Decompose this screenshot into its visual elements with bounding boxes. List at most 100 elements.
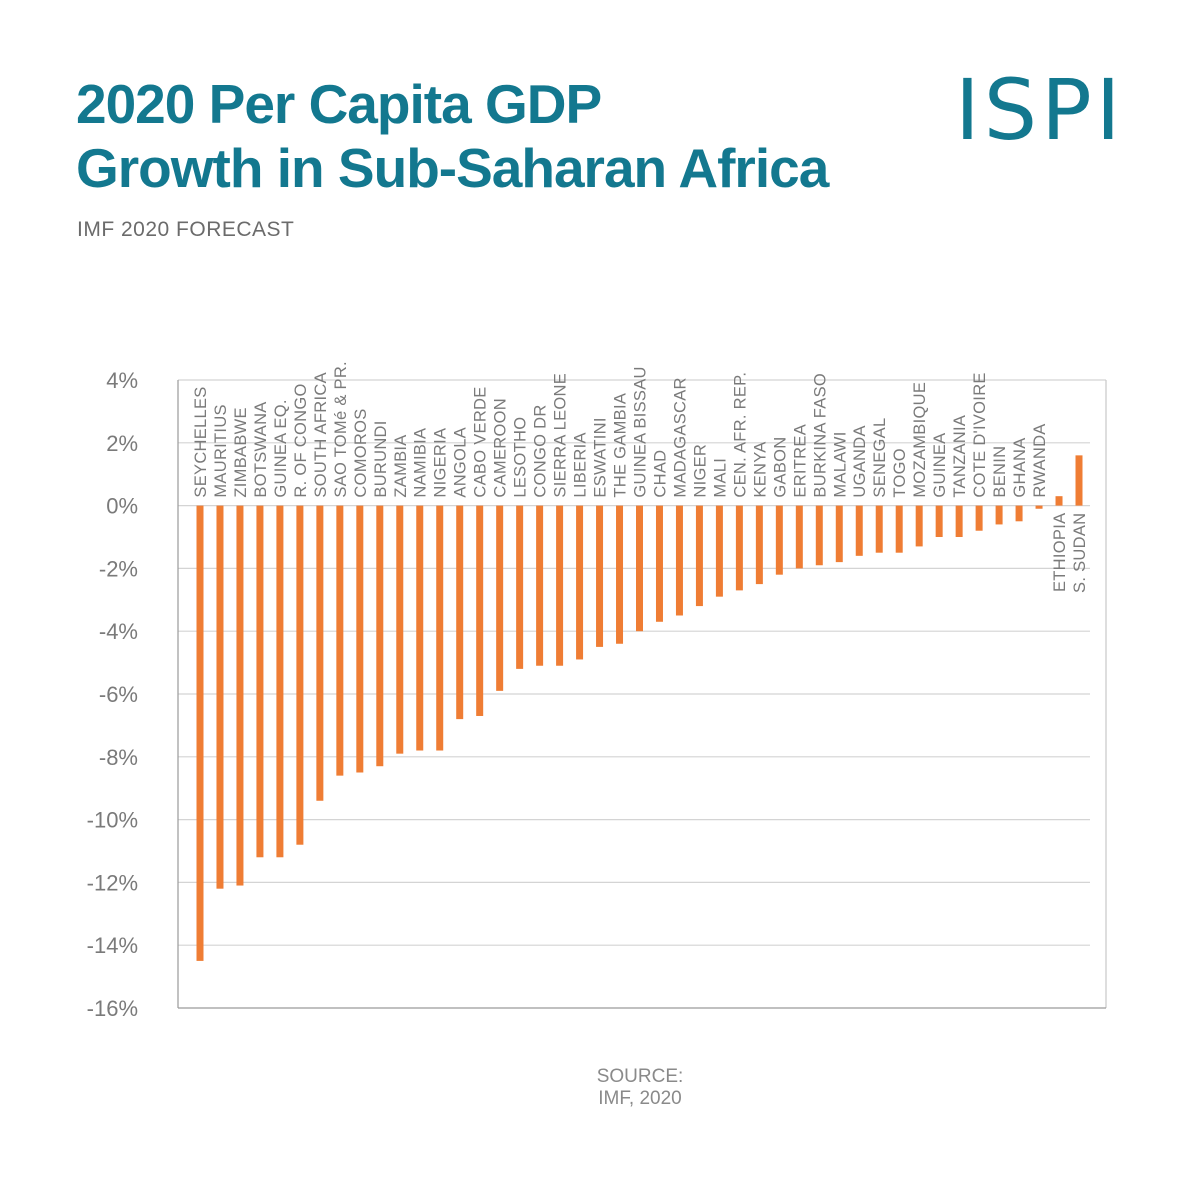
category-label: SOUTH AFRICA — [312, 372, 330, 498]
category-label: BENIN — [991, 446, 1009, 498]
category-label: TOGO — [891, 448, 909, 497]
bar-mali — [715, 505, 723, 597]
bar-ethiopia — [1055, 496, 1063, 506]
bar-angola — [456, 505, 464, 720]
category-label: COTE D'IVOIRE — [971, 372, 989, 497]
y-tick-label: -4% — [99, 619, 138, 644]
category-label: SEYCHELLES — [192, 386, 210, 497]
bar-lesotho — [516, 505, 524, 669]
category-labels: SEYCHELLES MAURITIUS ZIMBABWE BOTSWANA GUINE… — [192, 361, 1089, 593]
bar-mozambique — [915, 505, 923, 547]
y-tick-label: 0% — [106, 494, 138, 519]
bar-rwanda — [1035, 505, 1043, 509]
category-label: GUINEA BISSAU — [632, 366, 650, 497]
bar-r-of-congo — [296, 505, 304, 845]
category-label: THE GAMBIA — [612, 393, 630, 498]
axis-frame — [177, 380, 1107, 1009]
bar-south-africa — [316, 505, 324, 801]
bar-malawi — [835, 505, 843, 563]
category-label: NAMIBIA — [412, 428, 430, 498]
category-label: ETHIOPIA — [1051, 513, 1069, 592]
y-tick-label: -2% — [99, 556, 138, 581]
category-label: BURUNDI — [372, 420, 390, 497]
category-label: MALI — [711, 458, 729, 498]
category-label: MALAWI — [831, 431, 849, 497]
bar-guinea-eq- — [276, 505, 284, 858]
category-label: NIGER — [691, 444, 709, 498]
chart-subtitle: IMF 2020 FORECAST — [77, 218, 295, 241]
category-label: GUINEA — [931, 433, 949, 498]
y-tick-label: -12% — [87, 870, 138, 895]
category-label: RWANDA — [1031, 423, 1049, 497]
category-label: ERITREA — [791, 424, 809, 498]
bar-togo — [895, 505, 903, 553]
bar-burkina-faso — [815, 505, 823, 566]
y-tick-label: -6% — [99, 682, 138, 707]
category-label: LIBERIA — [572, 432, 590, 497]
bar-s-sudan — [1075, 455, 1083, 506]
category-label: R. OF CONGO — [292, 383, 310, 497]
category-label: S. SUDAN — [1071, 513, 1089, 593]
bar-eritrea — [795, 505, 803, 569]
source-label: SOURCE: — [596, 1066, 684, 1087]
bar-zambia — [396, 505, 404, 754]
category-label: MADAGASCAR — [671, 377, 689, 497]
category-label: KENYA — [751, 441, 769, 497]
category-label: CABO VERDE — [472, 386, 490, 497]
category-label: GUINEA EQ. — [272, 399, 290, 497]
chart-title: 2020 Per Capita GDP Growth in Sub-Sahara… — [76, 72, 829, 200]
y-tick-label: -16% — [87, 996, 138, 1021]
source-value: IMF, 2020 — [598, 1088, 682, 1109]
bars — [196, 455, 1083, 961]
y-tick-label: 2% — [106, 431, 138, 456]
category-label: MOZAMBIQUE — [911, 382, 929, 498]
bar-tanzania — [955, 505, 963, 537]
category-label: TANZANIA — [951, 415, 969, 498]
category-label: CONGO DR — [532, 404, 550, 497]
bar-benin — [995, 505, 1003, 525]
bar-botswana — [256, 505, 264, 858]
category-label: UGANDA — [851, 425, 869, 497]
y-tick-label: -14% — [87, 933, 138, 958]
category-label: SIERRA LEONE — [552, 373, 570, 498]
bar-seychelles — [196, 505, 204, 961]
category-label: SENEGAL — [871, 418, 889, 498]
category-label: BOTSWANA — [252, 401, 270, 497]
bar-comoros — [356, 505, 364, 773]
y-axis-tick-labels: 4% 2% 0% -2% -4% -6% -8% -10% -12% -14% -16% — [87, 368, 138, 1021]
title-line-1: 2020 Per Capita GDP — [76, 73, 602, 135]
y-tick-label: -8% — [99, 745, 138, 770]
bar-zimbabwe — [236, 505, 244, 886]
source-note: SOURCE: IMF, 2020 — [540, 1066, 740, 1110]
category-label: CHAD — [651, 450, 669, 498]
bar-uganda — [855, 505, 863, 556]
category-label: ANGOLA — [452, 427, 470, 498]
bar-guinea — [935, 505, 943, 537]
category-label: LESOTHO — [512, 417, 530, 498]
bar-senegal — [875, 505, 883, 553]
bar-the-gambia — [616, 505, 624, 644]
category-label: CEN. AFR. REP. — [731, 372, 749, 498]
bar-cen-afr-rep- — [735, 505, 743, 591]
category-label: GABON — [771, 436, 789, 497]
bar-gabon — [775, 505, 783, 575]
bar-sierra-leone — [556, 505, 564, 666]
category-label: ZAMBIA — [392, 434, 410, 497]
category-label: BURKINA FASO — [811, 373, 829, 498]
category-label: NIGERIA — [432, 428, 450, 498]
category-label: GHANA — [1011, 437, 1029, 497]
category-label: ESWATINI — [592, 417, 610, 497]
category-label: COMOROS — [352, 408, 370, 497]
bar-guinea-bissau — [636, 505, 643, 632]
category-label: ZIMBABWE — [232, 407, 250, 497]
bar-cabo-verde — [476, 505, 484, 716]
category-label: SAO TOMé & PR. — [332, 361, 350, 498]
bar-kenya — [755, 505, 763, 585]
bar-cameroon — [496, 505, 504, 691]
category-label: MAURITIUS — [212, 404, 230, 497]
y-tick-label: 4% — [106, 368, 138, 393]
bar-sao-tom-pr- — [336, 505, 344, 776]
bar-liberia — [576, 505, 584, 660]
bar-niger — [695, 505, 703, 607]
